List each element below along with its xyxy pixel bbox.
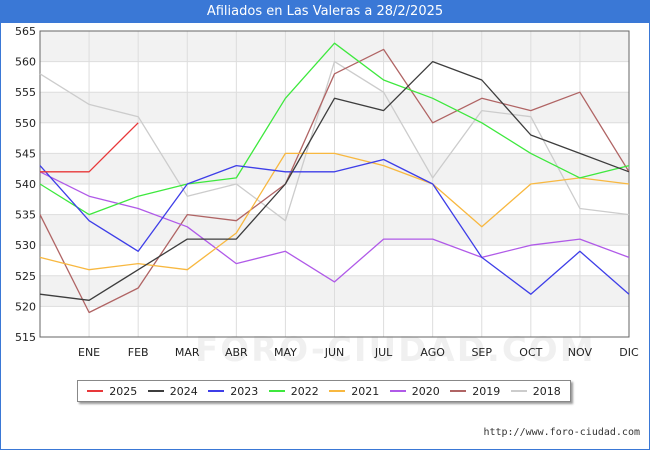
y-tick-label: 535 — [15, 209, 36, 222]
legend-label: 2022 — [290, 384, 319, 398]
x-tick-label: SEP — [471, 346, 492, 359]
source-url: http://www.foro-ciudad.com — [483, 427, 640, 438]
legend-swatch — [450, 390, 467, 392]
legend-label: 2021 — [351, 384, 380, 398]
x-tick-label: NOV — [568, 346, 593, 359]
x-tick-label: MAY — [274, 346, 297, 359]
x-tick-label: DIC — [619, 346, 639, 359]
series-line-2018 — [39, 60, 630, 222]
y-tick-labels: 515 520 525 530 535 540 545 550 555 560 565 — [15, 25, 36, 344]
series-line-2023 — [39, 158, 630, 295]
x-tick-labels: ENE FEB MAR ABR MAY JUN JUL AGO SEP OCT NOV DIC — [78, 346, 639, 359]
legend-swatch — [208, 390, 225, 392]
x-tick-label: MAR — [175, 346, 200, 359]
x-tick-label: JUL — [374, 346, 393, 359]
legend-item-2019: 2019 — [450, 385, 500, 398]
series-line-2019 — [39, 48, 630, 314]
legend-swatch — [87, 390, 104, 392]
x-tick-label: ABR — [225, 346, 248, 359]
legend-label: 2023 — [230, 384, 259, 398]
y-tick-label: 515 — [15, 331, 36, 344]
series-line-2024 — [39, 60, 630, 301]
y-tick-label: 530 — [15, 239, 36, 252]
legend-label: 2020 — [411, 384, 440, 398]
series-line-2021 — [39, 152, 630, 271]
legend-swatch — [147, 390, 164, 392]
series-line-2022 — [39, 42, 630, 216]
series-line-2025 — [40, 122, 139, 173]
legend-item-2021: 2021 — [329, 385, 379, 398]
legend-item-2025: 2025 — [87, 385, 137, 398]
legend: 2025 2024 2023 2022 2021 2020 2019 2018 — [77, 380, 571, 402]
legend-label: 2024 — [169, 384, 198, 398]
y-tick-label: 560 — [15, 56, 36, 69]
y-tick-label: 550 — [15, 117, 36, 130]
x-tick-label: FEB — [128, 346, 149, 359]
legend-label: 2018 — [532, 384, 561, 398]
x-tick-label: JUN — [324, 346, 345, 359]
series-lines — [39, 42, 630, 314]
chart-title: Afiliados en Las Valeras a 28/2/2025 — [206, 4, 444, 19]
y-tick-label: 565 — [15, 25, 36, 38]
y-tick-label: 555 — [15, 86, 36, 99]
y-tick-label: 520 — [15, 300, 36, 313]
legend-swatch — [389, 390, 406, 392]
legend-swatch — [268, 390, 285, 392]
title-bar: Afiliados en Las Valeras a 28/2/2025 — [1, 1, 649, 23]
legend-swatch — [329, 390, 346, 392]
x-tick-label: AGO — [420, 346, 445, 359]
legend-swatch — [510, 390, 527, 392]
x-tick-label: ENE — [78, 346, 100, 359]
legend-item-2020: 2020 — [389, 384, 440, 398]
legend-label: 2019 — [472, 384, 501, 398]
y-tick-label: 540 — [15, 178, 36, 191]
legend-item-2018: 2018 — [510, 384, 561, 398]
series-line-2020 — [39, 171, 630, 283]
y-tick-label: 545 — [15, 147, 36, 160]
x-tick-label: OCT — [519, 346, 542, 359]
y-tick-label: 525 — [15, 270, 36, 283]
legend-label: 2025 — [109, 384, 138, 398]
legend-item-2022: 2022 — [268, 384, 319, 398]
legend-item-2023: 2023 — [208, 385, 258, 398]
legend-item-2024: 2024 — [147, 384, 198, 398]
